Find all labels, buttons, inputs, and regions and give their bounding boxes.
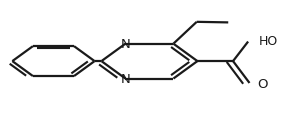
Text: HO: HO: [259, 35, 278, 48]
Text: N: N: [121, 38, 130, 51]
Text: O: O: [257, 77, 268, 90]
Text: N: N: [121, 72, 130, 85]
